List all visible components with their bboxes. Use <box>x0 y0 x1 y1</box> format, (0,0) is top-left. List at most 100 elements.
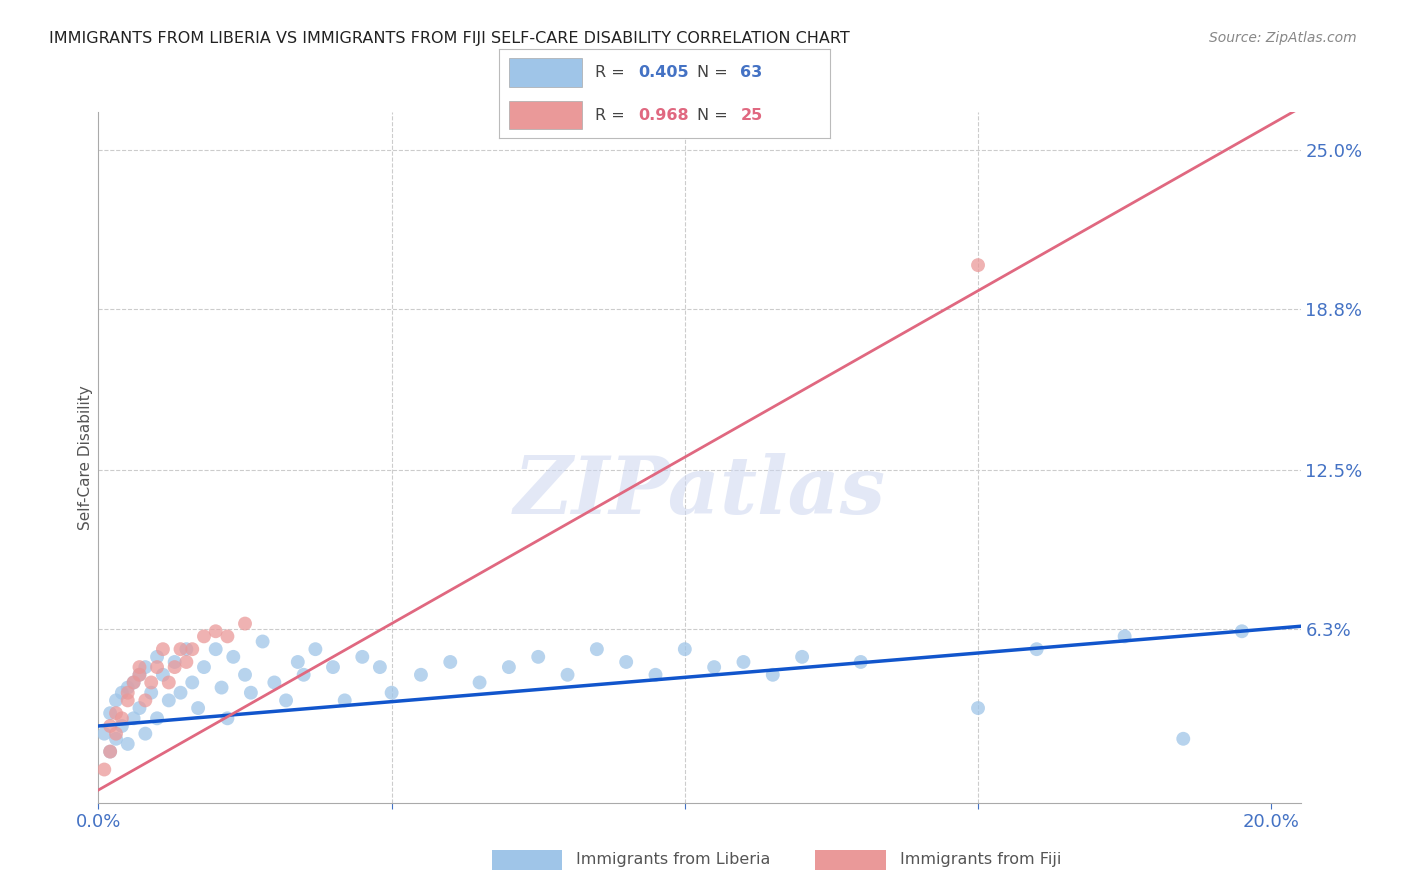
Point <box>527 649 550 664</box>
Point <box>117 693 139 707</box>
Point <box>733 655 755 669</box>
Point <box>105 693 128 707</box>
Point <box>163 660 186 674</box>
Point <box>122 711 145 725</box>
Point <box>128 667 150 681</box>
Point <box>105 706 128 721</box>
Point <box>193 660 215 674</box>
Point <box>93 726 115 740</box>
Point <box>849 655 872 669</box>
Point <box>644 667 666 681</box>
Point <box>134 660 156 674</box>
Point <box>352 649 374 664</box>
Point <box>557 667 579 681</box>
Text: Source: ZipAtlas.com: Source: ZipAtlas.com <box>1209 31 1357 45</box>
Point <box>274 693 297 707</box>
Text: ZIPatlas: ZIPatlas <box>513 453 886 531</box>
Point <box>673 642 696 657</box>
Point <box>117 681 139 695</box>
Point <box>292 667 315 681</box>
Point <box>762 667 785 681</box>
Point <box>333 693 356 707</box>
Point <box>304 642 326 657</box>
Text: 63: 63 <box>741 65 762 79</box>
Point <box>134 693 156 707</box>
Y-axis label: Self-Care Disability: Self-Care Disability <box>77 384 93 530</box>
Text: N =: N = <box>697 108 734 122</box>
Point <box>152 642 174 657</box>
Point <box>111 686 134 700</box>
FancyBboxPatch shape <box>509 101 582 129</box>
Point <box>217 711 239 725</box>
Point <box>111 719 134 733</box>
Point <box>204 624 226 639</box>
Point <box>163 655 186 669</box>
Text: N =: N = <box>697 65 734 79</box>
Point <box>703 660 725 674</box>
Point <box>134 726 156 740</box>
Point <box>287 655 309 669</box>
Point <box>98 745 121 759</box>
Point <box>117 737 139 751</box>
Point <box>146 711 169 725</box>
Point <box>181 642 204 657</box>
Point <box>1173 731 1195 746</box>
Point <box>122 675 145 690</box>
Text: 25: 25 <box>741 108 762 122</box>
Point <box>586 642 609 657</box>
Point <box>122 675 145 690</box>
Point <box>967 258 990 272</box>
Point <box>439 655 461 669</box>
Point <box>105 726 128 740</box>
Point <box>157 675 180 690</box>
Text: IMMIGRANTS FROM LIBERIA VS IMMIGRANTS FROM FIJI SELF-CARE DISABILITY CORRELATION: IMMIGRANTS FROM LIBERIA VS IMMIGRANTS FR… <box>49 31 851 46</box>
Point <box>193 629 215 643</box>
Point <box>790 649 813 664</box>
Text: R =: R = <box>595 108 630 122</box>
Point <box>322 660 344 674</box>
Point <box>117 686 139 700</box>
Text: 0.405: 0.405 <box>638 65 689 79</box>
Point <box>105 731 128 746</box>
Point <box>128 660 150 674</box>
Point <box>157 693 180 707</box>
Point <box>1025 642 1047 657</box>
Point <box>152 667 174 681</box>
Text: Immigrants from Liberia: Immigrants from Liberia <box>576 853 770 867</box>
Point <box>217 629 239 643</box>
Point <box>176 642 198 657</box>
Point <box>211 681 233 695</box>
Point <box>93 763 115 777</box>
Point <box>263 675 285 690</box>
Point <box>176 655 198 669</box>
Point <box>98 719 121 733</box>
Point <box>169 686 191 700</box>
Point <box>498 660 520 674</box>
Point <box>967 701 990 715</box>
Point <box>381 686 404 700</box>
Point <box>239 686 262 700</box>
Point <box>128 667 150 681</box>
Point <box>614 655 637 669</box>
Point <box>111 711 134 725</box>
Point <box>187 701 209 715</box>
Point <box>233 616 256 631</box>
Point <box>146 660 169 674</box>
Point <box>222 649 245 664</box>
Text: R =: R = <box>595 65 630 79</box>
Point <box>252 634 274 648</box>
Point <box>409 667 432 681</box>
Point <box>98 745 121 759</box>
Point <box>1230 624 1253 639</box>
Point <box>146 649 169 664</box>
Text: Immigrants from Fiji: Immigrants from Fiji <box>900 853 1062 867</box>
Text: 0.968: 0.968 <box>638 108 689 122</box>
Point <box>468 675 491 690</box>
Point <box>169 642 191 657</box>
Point <box>128 701 150 715</box>
Point <box>141 686 163 700</box>
Point <box>141 675 163 690</box>
Point <box>233 667 256 681</box>
Point <box>368 660 391 674</box>
Point <box>98 706 121 721</box>
